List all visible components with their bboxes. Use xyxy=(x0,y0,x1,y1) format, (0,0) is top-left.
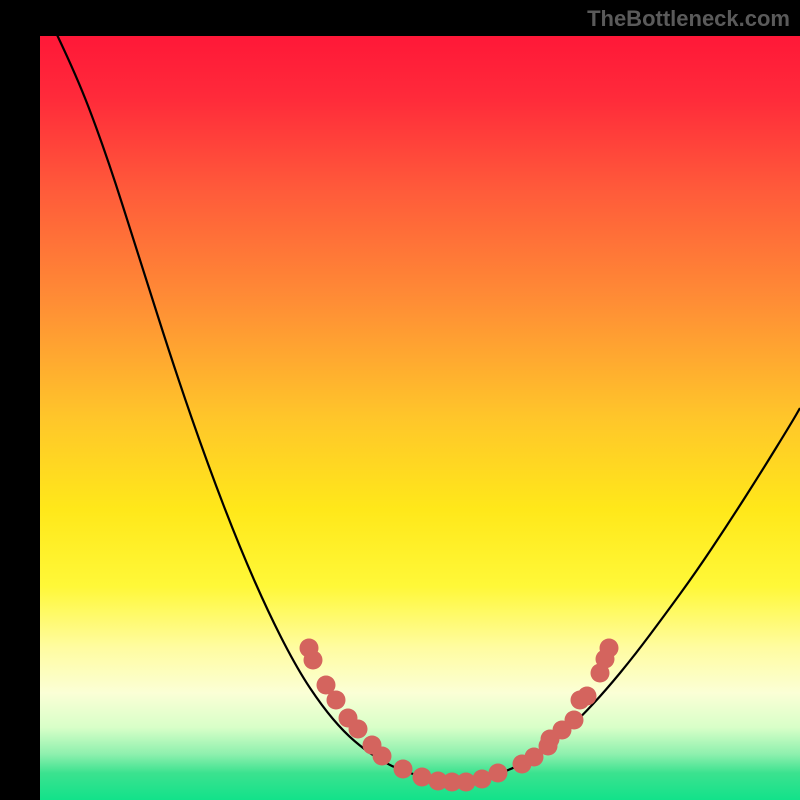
plot-area xyxy=(40,36,800,800)
curve-marker xyxy=(373,747,392,766)
curve-marker xyxy=(489,764,508,783)
curve-marker xyxy=(327,691,346,710)
curve-marker xyxy=(600,639,619,658)
curve-marker xyxy=(578,687,597,706)
curve-marker xyxy=(304,651,323,670)
curve-marker xyxy=(457,773,476,792)
bottleneck-curve xyxy=(40,36,800,780)
chart-overlay xyxy=(40,36,800,800)
watermark-text: TheBottleneck.com xyxy=(587,6,790,32)
curve-marker xyxy=(565,711,584,730)
curve-marker xyxy=(413,768,432,787)
curve-marker xyxy=(349,720,368,739)
curve-marker xyxy=(394,760,413,779)
